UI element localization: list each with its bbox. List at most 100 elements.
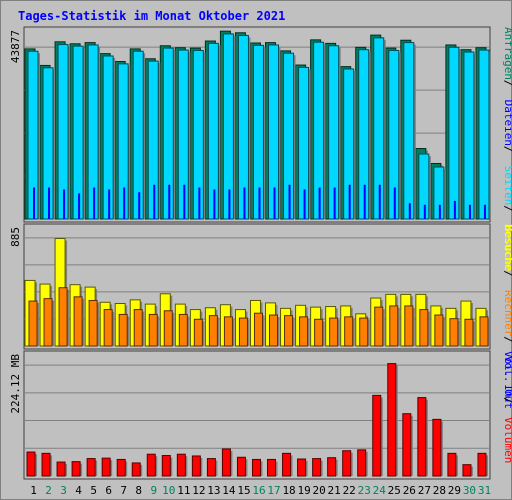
x-tick-label: 17 (267, 484, 280, 497)
x-tick-label: 20 (313, 484, 326, 497)
x-tick-label: 28 (433, 484, 446, 497)
bar-volumen (161, 455, 171, 477)
legend-separator: / (502, 205, 512, 212)
x-tick-label: 4 (75, 484, 82, 497)
bar-volumen (402, 413, 412, 477)
bar-dateien (403, 42, 415, 220)
x-tick-label: 8 (135, 484, 142, 497)
x-tick-label: 19 (297, 484, 310, 497)
bar-volumen (101, 457, 111, 477)
bar-volumen (41, 452, 51, 477)
bar-seiten (198, 187, 201, 219)
bar-seiten (123, 187, 126, 219)
bar-seiten (78, 193, 81, 219)
bar-volumen (206, 458, 216, 477)
bar-seiten (288, 184, 291, 219)
x-tick-label: 6 (105, 484, 112, 497)
bar-seiten (138, 192, 141, 219)
bar-rechner (419, 309, 429, 347)
bar-seiten (228, 189, 231, 219)
bar-seiten (153, 184, 156, 219)
bar-seiten (483, 204, 486, 219)
x-tick-label: 11 (177, 484, 190, 497)
bar-seiten (63, 189, 66, 219)
bar-seiten (303, 189, 306, 219)
chart-legends: Anfragen / Dateien / Seiten / BesucheBes… (502, 27, 512, 463)
bar-dateien (117, 63, 129, 220)
bar-seiten (243, 187, 246, 219)
bar-seiten (273, 187, 276, 219)
bar-rechner (464, 318, 474, 347)
legend-volumen: Volumen (502, 417, 512, 463)
panel-bottom: 224.12 MB (9, 350, 491, 480)
x-tick-label: 13 (207, 484, 220, 497)
chart-panels: 43877 885 224.12 MB (9, 26, 491, 480)
x-tick-label: 3 (60, 484, 67, 497)
bar-rechner (479, 316, 489, 347)
bar-seiten (333, 187, 336, 219)
bar-rechner (269, 314, 279, 347)
bar-rechner (434, 314, 444, 347)
bar-seiten (423, 204, 426, 219)
bar-rechner (404, 305, 414, 347)
bar-seiten (108, 189, 111, 219)
bar-rechner (133, 309, 143, 347)
bar-volumen (327, 457, 337, 477)
legend-besuche: Besuche (502, 225, 512, 271)
bar-volumen (462, 464, 472, 477)
bar-seiten (378, 184, 381, 219)
bar-volumen (477, 452, 487, 477)
bar-volumen (447, 452, 457, 477)
bar-dateien (448, 46, 460, 220)
legend-separator: / (502, 146, 512, 153)
bar-seiten (168, 184, 171, 219)
bar-volumen (312, 458, 322, 477)
panel-top: 43877 (9, 26, 491, 223)
x-tick-label: 7 (120, 484, 127, 497)
chart-title: Tages-Statistik im Monat Oktober 2021 (18, 9, 285, 23)
bar-seiten (468, 204, 471, 219)
bar-volumen (387, 363, 397, 477)
x-tick-label: 21 (328, 484, 341, 497)
bar-seiten (33, 187, 35, 219)
bar-seiten (213, 189, 216, 219)
bar-volumen (131, 462, 141, 477)
x-tick-label: 23 (358, 484, 371, 497)
bar-volumen (221, 448, 231, 477)
bar-volumen (417, 397, 427, 477)
x-axis-labels: 1 2 3 4 5 6 7 8 9 10 11 12 13 14 15 16 17 18 19 20 21 22 23 24 2… (30, 484, 491, 497)
x-tick-label: 25 (388, 484, 401, 497)
bar-volumen (86, 458, 96, 477)
bar-rechner (43, 298, 53, 347)
bar-rechner (118, 313, 128, 347)
bar-rechner (178, 313, 188, 347)
x-tick-label: 9 (150, 484, 157, 497)
bar-volumen (282, 452, 292, 477)
bar-rechner (163, 310, 173, 347)
bar-volumen (236, 456, 246, 477)
bar-volumen (372, 394, 382, 477)
x-tick-label: 29 (448, 484, 461, 497)
bar-volumen (357, 449, 367, 477)
bar-rechner (193, 318, 203, 347)
x-tick-label: 14 (222, 484, 236, 497)
bar-rechner (329, 317, 339, 347)
bar-volumen (432, 418, 442, 477)
bar-rechner (389, 305, 399, 347)
bar-rechner (28, 300, 38, 347)
x-tick-label: 2 (45, 484, 52, 497)
bar-rechner (449, 318, 459, 347)
legend-separator: / (502, 80, 512, 87)
bar-rechner (299, 316, 309, 347)
x-tick-label: 18 (282, 484, 295, 497)
bar-seiten (348, 184, 351, 219)
bar-volumen (297, 458, 307, 477)
bar-rechner (359, 317, 369, 347)
bar-rechner (73, 296, 83, 347)
bar-rechner (284, 315, 294, 347)
bar-seiten (363, 184, 366, 219)
x-tick-label: 22 (343, 484, 356, 497)
x-tick-label: 30 (463, 484, 476, 497)
bar-seiten (258, 187, 261, 219)
